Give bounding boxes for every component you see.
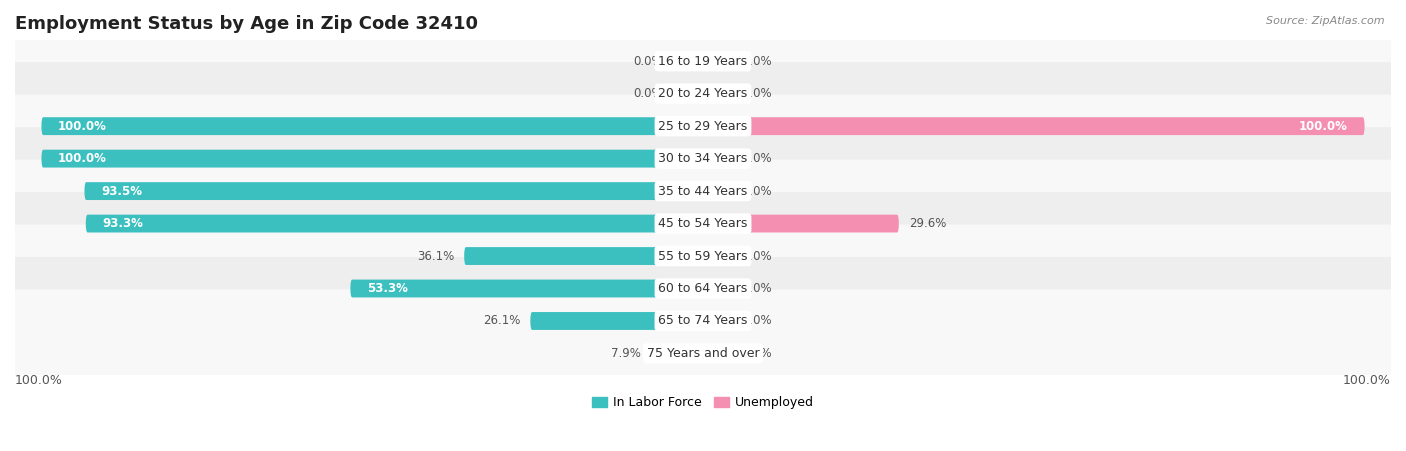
Text: 25 to 29 Years: 25 to 29 Years bbox=[658, 120, 748, 133]
FancyBboxPatch shape bbox=[703, 215, 898, 233]
FancyBboxPatch shape bbox=[703, 117, 1365, 135]
FancyBboxPatch shape bbox=[530, 312, 703, 330]
Legend: In Labor Force, Unemployed: In Labor Force, Unemployed bbox=[589, 394, 817, 412]
Text: 0.0%: 0.0% bbox=[742, 282, 772, 295]
FancyBboxPatch shape bbox=[41, 150, 703, 168]
FancyBboxPatch shape bbox=[350, 280, 703, 298]
FancyBboxPatch shape bbox=[86, 215, 703, 233]
Text: 0.0%: 0.0% bbox=[742, 249, 772, 262]
Text: 0.0%: 0.0% bbox=[742, 184, 772, 198]
FancyBboxPatch shape bbox=[703, 312, 733, 330]
Text: 100.0%: 100.0% bbox=[58, 120, 107, 133]
Text: Employment Status by Age in Zip Code 32410: Employment Status by Age in Zip Code 324… bbox=[15, 15, 478, 33]
FancyBboxPatch shape bbox=[6, 127, 1400, 255]
FancyBboxPatch shape bbox=[703, 280, 733, 298]
Text: 20 to 24 Years: 20 to 24 Years bbox=[658, 87, 748, 100]
Text: 100.0%: 100.0% bbox=[58, 152, 107, 165]
FancyBboxPatch shape bbox=[703, 247, 733, 265]
FancyBboxPatch shape bbox=[464, 247, 703, 265]
Text: 93.3%: 93.3% bbox=[103, 217, 143, 230]
FancyBboxPatch shape bbox=[6, 160, 1400, 288]
FancyBboxPatch shape bbox=[6, 290, 1400, 418]
Text: 75 Years and over: 75 Years and over bbox=[647, 347, 759, 360]
FancyBboxPatch shape bbox=[6, 62, 1400, 190]
FancyBboxPatch shape bbox=[6, 192, 1400, 320]
FancyBboxPatch shape bbox=[651, 345, 703, 363]
Text: 55 to 59 Years: 55 to 59 Years bbox=[658, 249, 748, 262]
FancyBboxPatch shape bbox=[703, 182, 733, 200]
Text: 93.5%: 93.5% bbox=[101, 184, 142, 198]
Text: 100.0%: 100.0% bbox=[1299, 120, 1348, 133]
FancyBboxPatch shape bbox=[703, 85, 733, 103]
Text: Source: ZipAtlas.com: Source: ZipAtlas.com bbox=[1267, 16, 1385, 26]
Text: 65 to 74 Years: 65 to 74 Years bbox=[658, 314, 748, 327]
Text: 0.0%: 0.0% bbox=[634, 55, 664, 68]
FancyBboxPatch shape bbox=[673, 85, 703, 103]
FancyBboxPatch shape bbox=[6, 225, 1400, 353]
Text: 29.6%: 29.6% bbox=[908, 217, 946, 230]
FancyBboxPatch shape bbox=[6, 30, 1400, 158]
Text: 16 to 19 Years: 16 to 19 Years bbox=[658, 55, 748, 68]
Text: 36.1%: 36.1% bbox=[418, 249, 454, 262]
Text: 100.0%: 100.0% bbox=[15, 374, 63, 387]
Text: 60 to 64 Years: 60 to 64 Years bbox=[658, 282, 748, 295]
FancyBboxPatch shape bbox=[703, 150, 733, 168]
FancyBboxPatch shape bbox=[703, 52, 733, 70]
FancyBboxPatch shape bbox=[41, 117, 703, 135]
Text: 0.0%: 0.0% bbox=[634, 87, 664, 100]
Text: 0.0%: 0.0% bbox=[742, 347, 772, 360]
Text: 0.0%: 0.0% bbox=[742, 87, 772, 100]
Text: 100.0%: 100.0% bbox=[1343, 374, 1391, 387]
Text: 45 to 54 Years: 45 to 54 Years bbox=[658, 217, 748, 230]
Text: 35 to 44 Years: 35 to 44 Years bbox=[658, 184, 748, 198]
FancyBboxPatch shape bbox=[673, 52, 703, 70]
FancyBboxPatch shape bbox=[6, 0, 1400, 125]
Text: 53.3%: 53.3% bbox=[367, 282, 408, 295]
FancyBboxPatch shape bbox=[703, 345, 733, 363]
FancyBboxPatch shape bbox=[6, 95, 1400, 223]
FancyBboxPatch shape bbox=[84, 182, 703, 200]
Text: 0.0%: 0.0% bbox=[742, 152, 772, 165]
Text: 26.1%: 26.1% bbox=[484, 314, 520, 327]
Text: 7.9%: 7.9% bbox=[612, 347, 641, 360]
Text: 0.0%: 0.0% bbox=[742, 314, 772, 327]
Text: 30 to 34 Years: 30 to 34 Years bbox=[658, 152, 748, 165]
Text: 0.0%: 0.0% bbox=[742, 55, 772, 68]
FancyBboxPatch shape bbox=[6, 257, 1400, 385]
